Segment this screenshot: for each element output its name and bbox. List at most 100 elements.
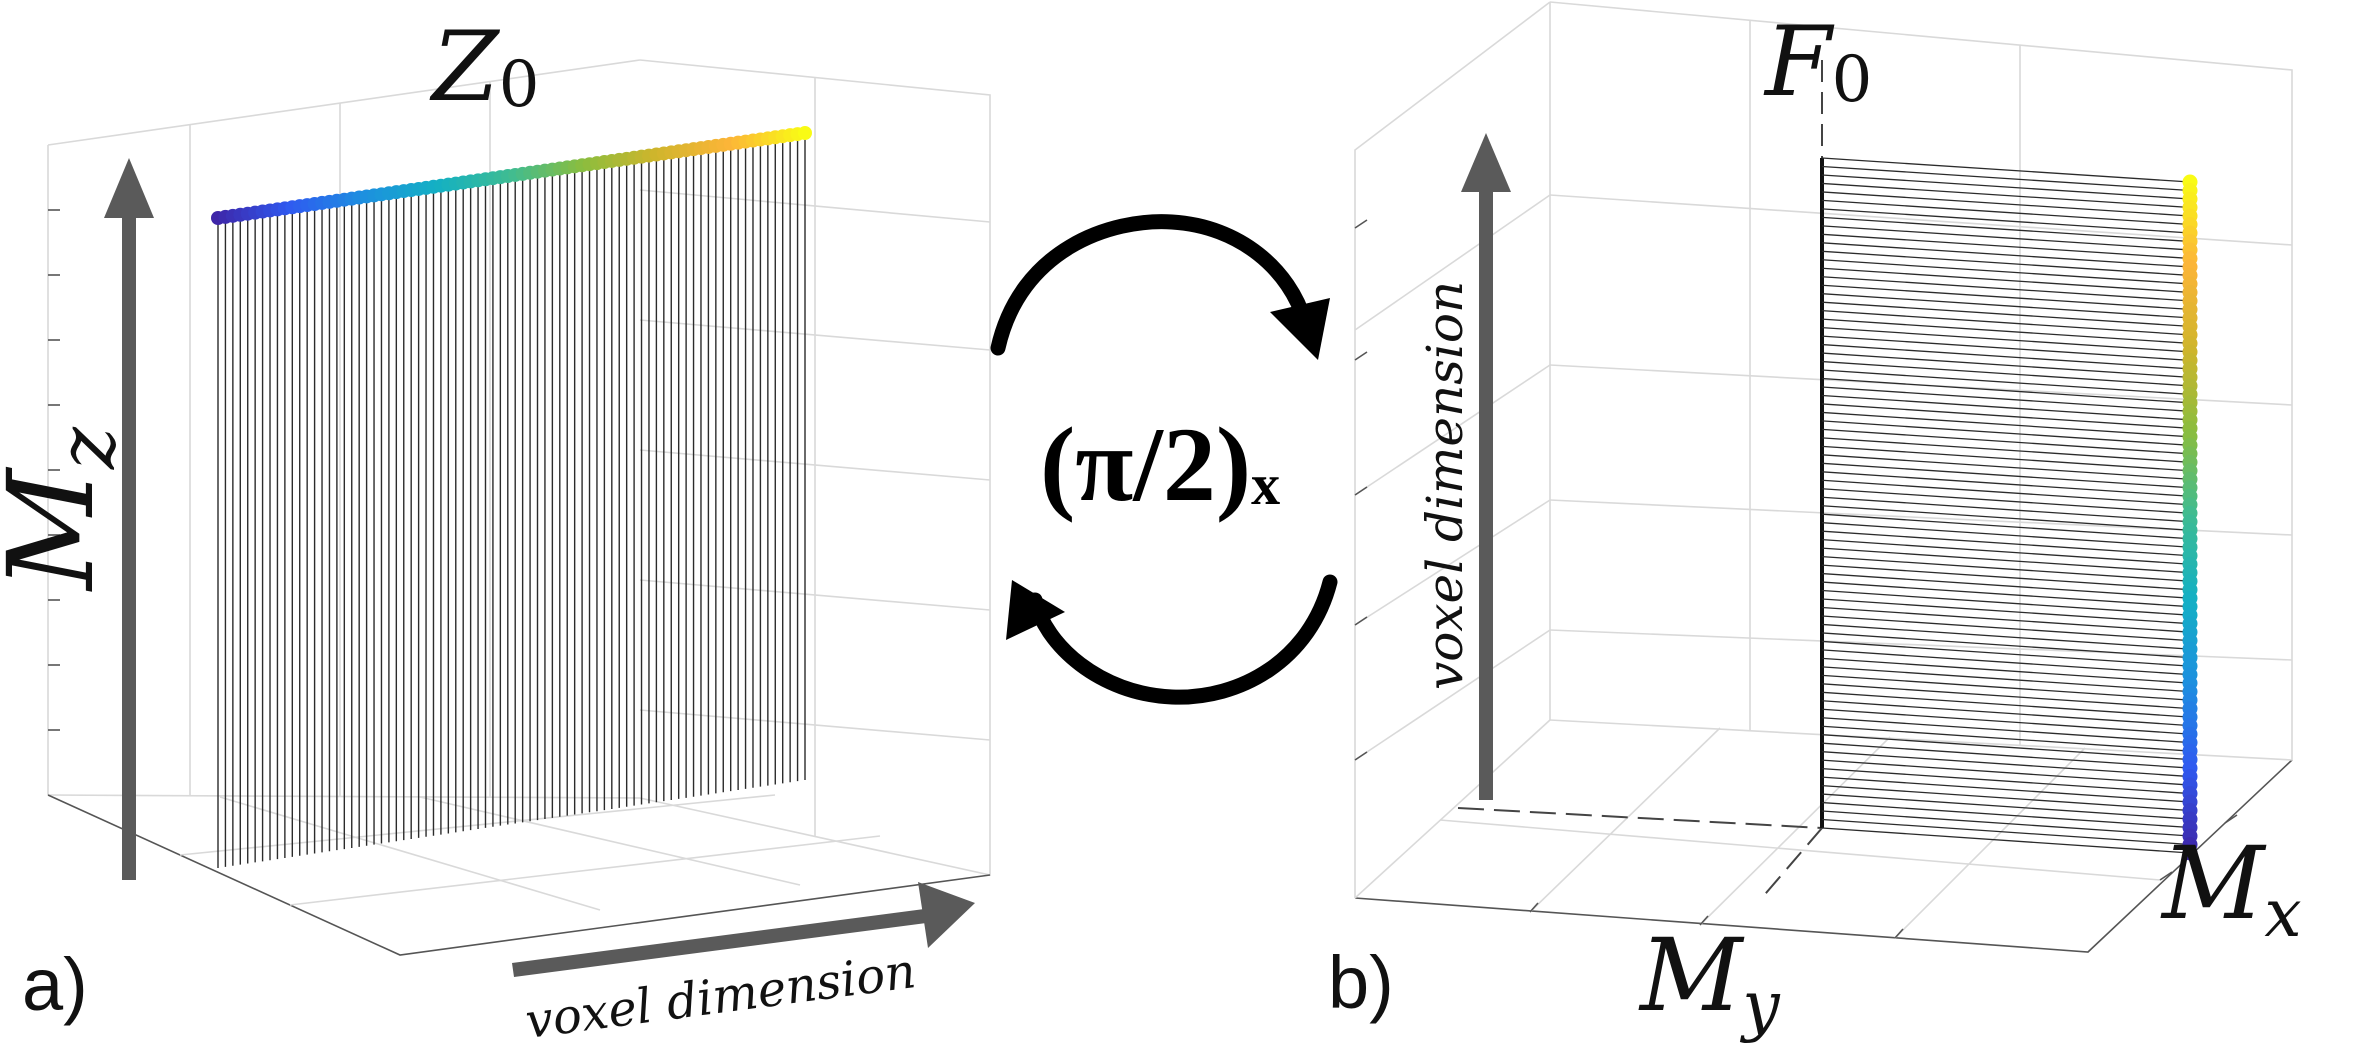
spin-vector <box>1821 742 2191 769</box>
cycle-arrowhead-top <box>1270 298 1330 360</box>
spin-vector <box>1821 700 2191 727</box>
spin-vector <box>1821 759 2191 786</box>
spin-vector <box>1821 420 2191 446</box>
spin-vector <box>1821 335 2191 362</box>
panel-b-voxel-arrow <box>1461 133 1511 800</box>
spin-vector <box>1821 437 2191 463</box>
panel-a-spin-vectors <box>211 126 812 868</box>
spin-vector <box>1821 632 2191 659</box>
spin-vector <box>1821 784 2191 812</box>
spin-vector <box>1821 708 2191 735</box>
panel-b-3d-grid <box>1354 1 2293 953</box>
spin-vector <box>1821 725 2191 752</box>
spin-vector <box>1821 301 2191 328</box>
spin-vector <box>1821 767 2191 795</box>
spin-vector <box>1821 683 2191 710</box>
spin-vector <box>1821 157 2191 183</box>
spin-vector <box>1821 318 2191 345</box>
spin-vector <box>1821 640 2191 667</box>
spin-vector <box>1821 182 2191 209</box>
panel-b-mx-label: Mx <box>2160 825 2302 952</box>
spin-vector <box>1821 250 2191 277</box>
spin-vector <box>1821 165 2191 192</box>
spin-vector <box>1821 445 2191 472</box>
spin-vector <box>1821 572 2191 599</box>
spin-vector <box>1821 691 2191 718</box>
spin-tip <box>798 126 812 140</box>
spin-vector <box>1821 216 2191 243</box>
spin-vector <box>1821 555 2191 582</box>
panel-b-spin-lines <box>1820 157 2191 854</box>
spin-vector <box>1821 538 2191 565</box>
panel-b-f0-plot: F0 voxel dimension Mx My b) <box>1328 1 2302 1044</box>
panel-b-dashed-x-axis <box>1759 827 1823 901</box>
spin-vector <box>1821 488 2191 514</box>
spin-vector <box>1821 403 2191 429</box>
panel-b-spin-vectors <box>1820 157 2198 861</box>
panel-b-my-label: My <box>1638 917 1780 1044</box>
panel-a-spin-tips <box>211 126 812 225</box>
spin-vector <box>1821 589 2191 616</box>
cycle-arrow-top <box>990 214 1313 356</box>
spin-vector <box>1821 496 2191 523</box>
spin-vector <box>1821 623 2191 650</box>
panel-a-z-ticks <box>48 209 60 731</box>
spin-vector <box>1821 649 2191 676</box>
spin-vector <box>1821 793 2191 820</box>
spin-vector <box>1821 352 2191 379</box>
panel-b-voxel-label: voxel dimension <box>1416 281 1474 690</box>
spin-vector <box>1821 471 2191 497</box>
spin-vector <box>1821 191 2191 217</box>
center-rotation-label: (π/2)x <box>1040 406 1280 523</box>
spin-vector <box>1821 530 2191 557</box>
panel-b-vertical-ticks <box>1354 219 2238 939</box>
spin-vector <box>1821 606 2191 633</box>
spin-vector <box>1821 233 2191 260</box>
cycle-arrow-bottom <box>1027 574 1338 705</box>
spin-vector <box>1821 454 2191 480</box>
cycle-arrowhead-bottom <box>1006 580 1065 640</box>
spin-vector <box>1821 717 2191 744</box>
spin-vector <box>1821 801 2191 829</box>
spin-vector <box>1821 199 2191 226</box>
panel-a-label: a) <box>22 943 88 1026</box>
spin-vector <box>1821 522 2191 548</box>
spin-vector <box>1821 326 2191 353</box>
spin-vector <box>1821 513 2191 540</box>
spin-vector <box>1821 377 2191 404</box>
spin-vector <box>1821 564 2191 591</box>
spin-vector <box>1821 479 2191 506</box>
panel-b-title: F0 <box>1763 6 1872 118</box>
spin-vector <box>1821 386 2191 412</box>
panel-a-mz-label: Mz <box>0 426 133 592</box>
spin-vector <box>1821 547 2191 574</box>
spin-vector <box>1821 751 2191 778</box>
spin-vector <box>1821 827 2191 854</box>
spin-vector <box>1821 225 2191 251</box>
spin-vector <box>1821 343 2191 370</box>
spin-vector <box>1821 293 2191 319</box>
spin-vector <box>1821 310 2191 336</box>
spin-vector <box>1821 598 2191 625</box>
spin-vector <box>1821 276 2191 302</box>
spin-vector <box>1821 360 2191 387</box>
spin-vector <box>1821 267 2191 294</box>
spin-tip <box>2182 845 2198 861</box>
spin-vector <box>1821 505 2191 531</box>
spin-vector <box>1821 174 2191 200</box>
spin-vector <box>1821 462 2191 489</box>
spin-vector <box>1821 394 2191 421</box>
spin-vector <box>1821 810 2191 837</box>
spin-vector <box>1821 734 2191 761</box>
panel-a-voxel-arrow <box>512 882 975 977</box>
spin-vector <box>1821 674 2191 701</box>
spin-vector <box>1821 428 2191 455</box>
spin-vector <box>1821 208 2191 234</box>
spin-vector <box>1821 369 2191 395</box>
panel-a-spin-lines <box>217 133 806 868</box>
spin-vector <box>1821 411 2191 438</box>
panel-a-3d-grid <box>47 59 991 956</box>
spin-vector <box>1821 818 2191 846</box>
spin-vector <box>1821 259 2191 285</box>
